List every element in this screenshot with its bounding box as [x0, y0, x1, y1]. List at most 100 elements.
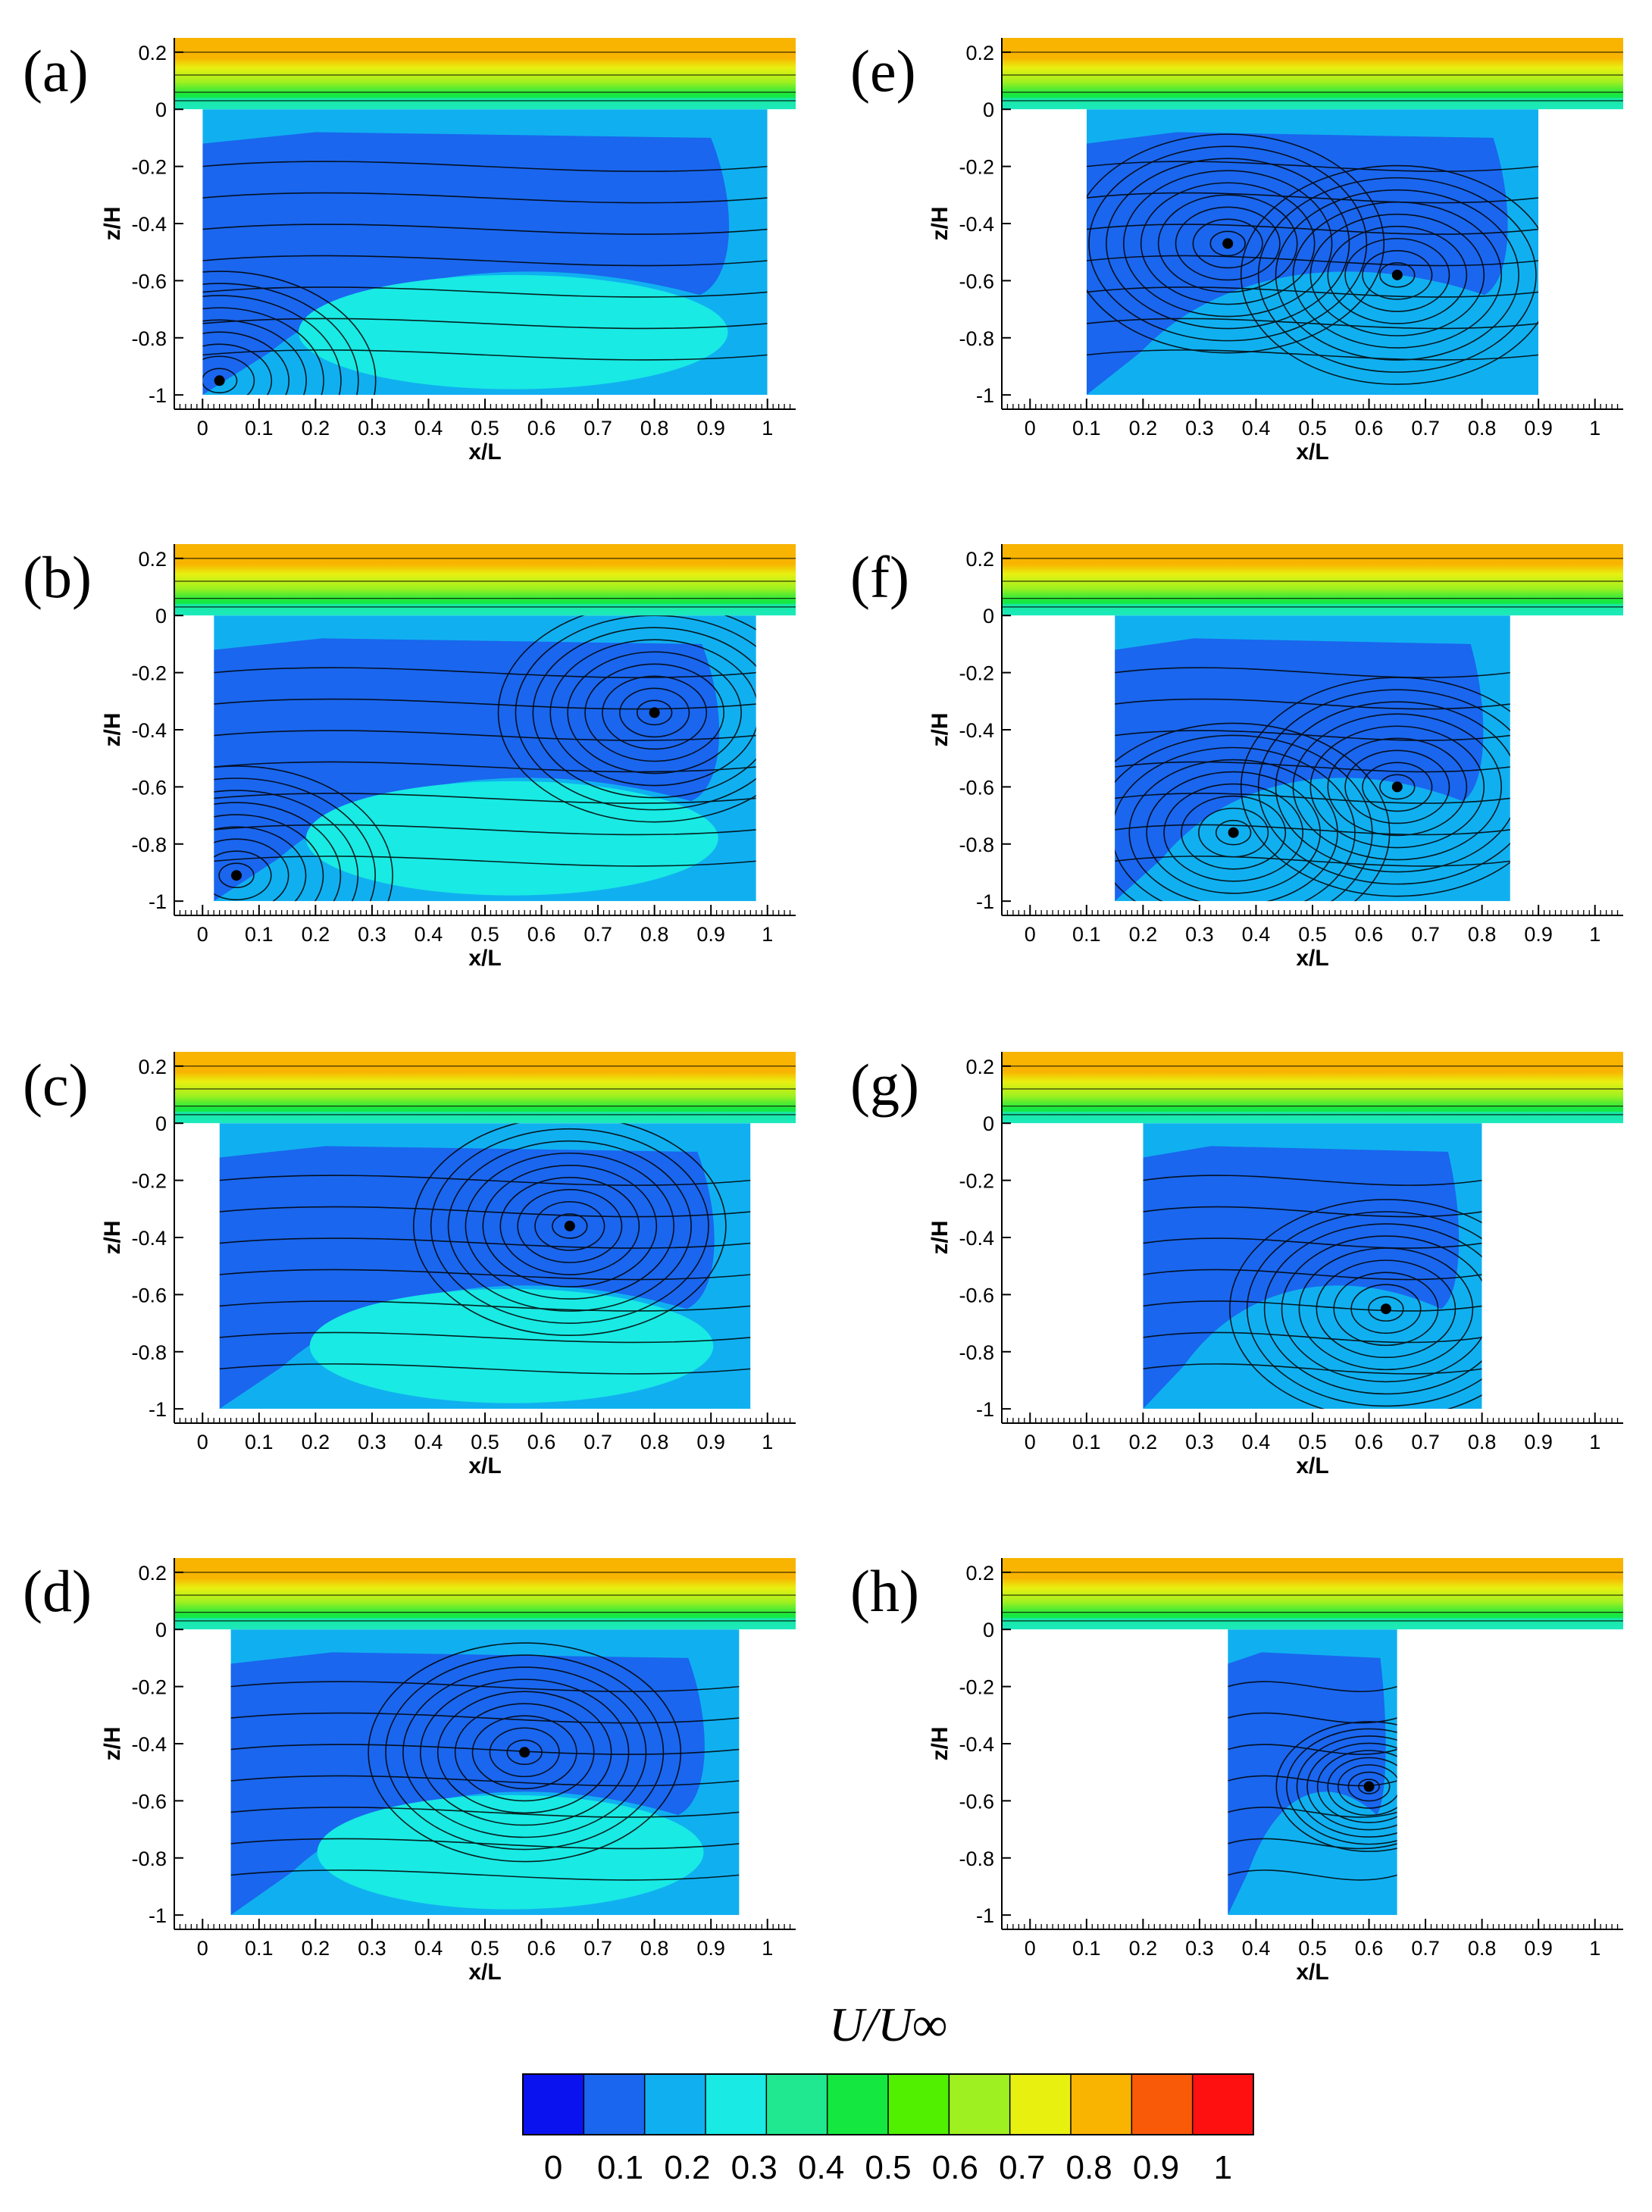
- streamline: [1143, 1300, 1482, 1312]
- y-tick-label: -0.6: [959, 1790, 994, 1813]
- x-tick-label: 0.6: [1355, 923, 1384, 946]
- streamlines: [1143, 1175, 1482, 1409]
- x-tick-label: 0.4: [1242, 923, 1271, 946]
- shear-band: [174, 604, 796, 616]
- x-tick-label: 0.6: [527, 1431, 556, 1453]
- vortex-streamline: [1292, 713, 1503, 861]
- y-tick-label: -0.8: [959, 834, 994, 856]
- y-tick-label: -1: [976, 384, 994, 407]
- x-tick-label: 0.3: [358, 1937, 386, 1960]
- vortex-streamline: [202, 283, 359, 396]
- x-axis-label: x/L: [1296, 1453, 1328, 1478]
- cavity-contour: [1115, 615, 1510, 902]
- x-tick-label: 0: [197, 923, 208, 946]
- y-tick-label: 0: [983, 99, 994, 121]
- y-tick-label: -1: [149, 384, 167, 407]
- x-tick-label: 1: [1589, 417, 1600, 440]
- y-tick-label: 0: [983, 605, 994, 627]
- x-tick-label: 0.6: [1355, 1431, 1384, 1453]
- y-tick-label: -0.4: [131, 1227, 167, 1250]
- streamline: [214, 698, 756, 710]
- y-tick-label: -0.2: [959, 1676, 994, 1699]
- contour-level-0.1: [1086, 132, 1508, 396]
- x-tick-label: 0.7: [584, 923, 612, 946]
- contour-level-0.1: [230, 1652, 705, 1916]
- vortex-streamline: [1286, 1728, 1397, 1845]
- vortex-streamline: [1275, 1721, 1397, 1852]
- y-tick-label: -0.4: [131, 213, 167, 236]
- colorbar-swatch: [827, 2074, 888, 2135]
- x-tick-label: 1: [1589, 923, 1600, 946]
- cavity-contour: [1228, 1629, 1397, 1916]
- y-axis-label: z/H: [100, 1221, 125, 1255]
- vortex-streamline: [1146, 771, 1321, 894]
- colorbar-swatch: [1009, 2074, 1071, 2135]
- y-tick-label: 0.2: [965, 548, 994, 571]
- streamlines: [1228, 1681, 1397, 1881]
- x-axis-label: x/L: [1296, 1960, 1328, 1985]
- x-tick-label: 0.6: [1355, 417, 1384, 440]
- colorbar-tick-label: 0.6: [932, 2149, 978, 2186]
- y-axis-label: z/H: [100, 207, 125, 241]
- colorbar: 0 0.1 0.2 0.3 0.4 0.5 0.6 0.7 0.8 0.9 1 U/U∞: [522, 1998, 1254, 2186]
- cavity-contour: [202, 109, 768, 396]
- x-tick-label: 0.7: [1411, 1937, 1440, 1960]
- colorbar-swatch: [888, 2074, 950, 2135]
- shear-band: [1002, 1112, 1623, 1124]
- streamline: [219, 1363, 751, 1375]
- x-tick-label: 0.6: [527, 923, 556, 946]
- streamline: [1115, 698, 1510, 710]
- streamline: [202, 318, 768, 330]
- boundary-layer-contour: [174, 544, 796, 616]
- vortex-streamline: [1181, 795, 1287, 870]
- left-wall: [174, 615, 214, 908]
- colorbar-tick-label: 0.5: [865, 2149, 911, 2186]
- vortex-streamline: [1128, 759, 1338, 902]
- x-tick-label: 0.2: [302, 1431, 330, 1453]
- x-axis-label: x/L: [468, 1453, 501, 1478]
- x-tick-label: 0.1: [1072, 417, 1101, 440]
- colorbar-swatch: [706, 2074, 767, 2135]
- vortex-core-1: [214, 375, 225, 386]
- x-axis-label: x/L: [468, 946, 501, 971]
- x-tick-label: 1: [1589, 1937, 1600, 1960]
- x-tick-label: 0.4: [415, 417, 443, 440]
- colorbar-tick-label: 0.8: [1066, 2149, 1112, 2186]
- x-tick-label: 0.5: [471, 417, 499, 440]
- x-tick-label: 0.9: [1524, 1431, 1553, 1453]
- x-axis-label: x/L: [1296, 440, 1328, 465]
- vortex-streamline: [202, 307, 324, 396]
- vortex-streamline: [567, 651, 742, 774]
- streamline: [1115, 730, 1510, 741]
- vortex-streamline: [1115, 722, 1391, 902]
- x-tick-label: 0.2: [1129, 923, 1158, 946]
- y-axis-label: z/H: [928, 207, 953, 241]
- streamline: [230, 1775, 740, 1787]
- x-tick-label: 0.7: [584, 1431, 612, 1453]
- x-tick-label: 0.8: [640, 1937, 669, 1960]
- streamline: [1143, 1175, 1482, 1186]
- panel-label: (g): [850, 1052, 919, 1118]
- vortex-streamline: [202, 355, 255, 396]
- x-tick-label: 1: [762, 923, 773, 946]
- boundary-layer-contour: [174, 1558, 796, 1630]
- y-tick-label: -0.4: [959, 719, 994, 742]
- panel-label: (c): [23, 1052, 89, 1118]
- left-wall: [174, 1123, 220, 1416]
- x-tick-label: 0.1: [245, 1937, 274, 1960]
- x-tick-label: 0.9: [1524, 417, 1553, 440]
- streamline: [202, 349, 768, 361]
- vortex-streamline: [214, 777, 376, 902]
- streamline: [230, 1712, 740, 1724]
- vortex-streamline: [430, 1128, 709, 1324]
- contour-level-0.3: [298, 274, 728, 390]
- x-tick-label: 0.5: [1298, 1431, 1327, 1453]
- x-tick-label: 0.1: [245, 923, 274, 946]
- right-wall: [767, 109, 796, 402]
- streamline: [219, 1300, 751, 1312]
- streamlines: [202, 161, 768, 396]
- y-tick-label: 0: [983, 1619, 994, 1641]
- vortex-streamline: [549, 639, 756, 787]
- x-tick-label: 0.3: [358, 417, 386, 440]
- colorbar-tick-label: 0.7: [999, 2149, 1045, 2186]
